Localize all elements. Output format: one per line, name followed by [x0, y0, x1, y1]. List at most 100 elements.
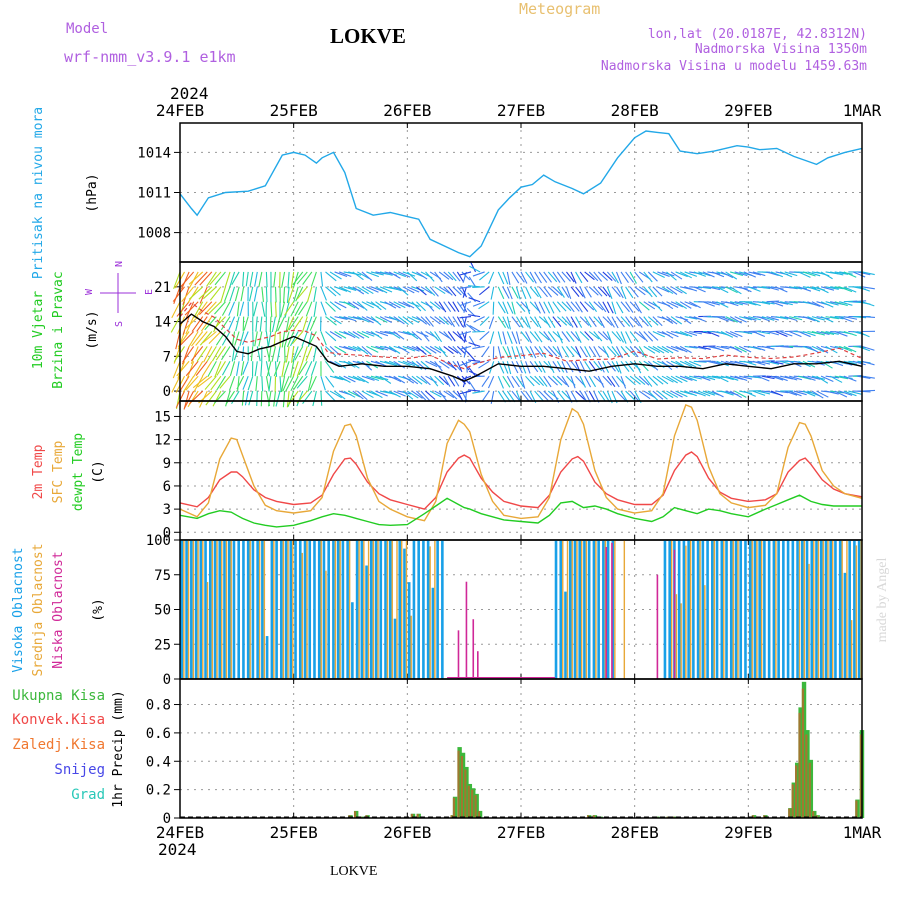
- wind-barb: [420, 390, 431, 401]
- wind-barb: [434, 375, 445, 386]
- wind-barb: [529, 346, 537, 359]
- wind-barb: [538, 375, 548, 387]
- wind-barb: [761, 375, 775, 380]
- wind-barb: [579, 271, 589, 283]
- wind-barb: [479, 286, 490, 296]
- cloud-bar-mid: [292, 540, 294, 679]
- wind-barb: [468, 380, 476, 392]
- wind-barb: [379, 375, 392, 384]
- cloud-bar-high: [583, 540, 586, 679]
- wind-legend-w: W: [84, 288, 95, 295]
- wind-barb: [811, 330, 825, 336]
- wind-barb: [215, 331, 226, 346]
- cloud-bar-mid: [405, 540, 408, 679]
- wind-barb: [502, 271, 509, 285]
- wind-barb: [579, 286, 586, 299]
- wind-barb: [288, 316, 299, 331]
- wind-barb: [770, 301, 784, 307]
- wind-barb: [606, 271, 617, 282]
- cloud-bar-mid: [372, 540, 375, 679]
- wind-barb: [725, 286, 738, 294]
- wind-barb: [625, 331, 633, 344]
- wind-barb: [852, 300, 867, 303]
- wind-barb: [529, 331, 539, 342]
- wind-barb: [221, 301, 231, 316]
- wind-barb: [675, 390, 688, 398]
- cloud-bar-high: [303, 540, 307, 679]
- wind-barb: [452, 286, 462, 296]
- cloud-bar-mid: [273, 540, 275, 679]
- wind-barb: [611, 271, 619, 284]
- cloud-bar-high: [554, 540, 558, 679]
- wind-barb: [255, 316, 258, 332]
- wind-barb: [579, 375, 586, 388]
- wind-barb: [296, 390, 304, 407]
- cloud-bar-mid: [576, 540, 578, 679]
- wind-barb: [294, 346, 304, 361]
- cloud-bar-high: [796, 540, 799, 679]
- wind-barb: [347, 390, 361, 398]
- wind-barb: [189, 390, 204, 405]
- cloud-bar-high: [606, 540, 610, 679]
- wind-barb: [616, 331, 625, 343]
- wind-barb: [511, 331, 518, 344]
- wind-barb: [393, 286, 407, 292]
- wind-barb: [648, 345, 661, 354]
- wind-barb: [634, 361, 642, 374]
- wind-barb: [438, 331, 450, 339]
- wind-barb: [857, 330, 870, 338]
- wind-barb: [593, 316, 603, 327]
- wind-barb: [302, 346, 308, 362]
- wind-barb: [520, 331, 530, 342]
- wind-barb: [757, 286, 771, 290]
- wind-barb: [602, 375, 613, 386]
- precip-bar-conv: [788, 808, 791, 818]
- cloud-bar-mid: [202, 540, 204, 679]
- wind-barb: [707, 360, 721, 365]
- wind-barb: [379, 330, 393, 335]
- cloud-bar-high: [388, 540, 392, 679]
- wind-barb: [625, 316, 634, 328]
- wind-barb: [611, 375, 620, 388]
- wind-barb: [459, 390, 472, 395]
- wind-barb: [529, 301, 540, 312]
- wind-barb: [388, 271, 401, 279]
- cloud-bar-mid: [230, 540, 232, 679]
- wind-barb: [534, 286, 542, 299]
- y-tick-label: 3: [163, 502, 171, 518]
- wind-barb: [597, 316, 605, 328]
- wind-barb: [286, 316, 295, 333]
- wind-barb: [739, 286, 752, 293]
- wind-barb: [611, 301, 617, 315]
- wind-barb: [393, 301, 406, 309]
- wind-barb: [588, 301, 598, 313]
- wind-barb: [416, 345, 427, 356]
- wind-panel: 0 7 14 21: [154, 261, 876, 410]
- wind-barb: [488, 271, 495, 285]
- wind-barb: [575, 390, 586, 401]
- wind-barb: [515, 316, 524, 329]
- wind-barb: [472, 390, 485, 394]
- wind-barb: [606, 331, 613, 344]
- cloud-bar-high: [360, 540, 364, 679]
- wind-barb: [570, 286, 580, 297]
- wind-barb: [716, 360, 729, 367]
- precip-bar-conv: [592, 815, 595, 818]
- top-time-labels: 24FEB 25FEB 26FEB 27FEB 28FEB 29FEB 1MAR: [156, 101, 882, 120]
- cloud-bar-mid: [675, 594, 678, 679]
- cloud-bar-high: [336, 540, 340, 679]
- wind-barb: [443, 271, 454, 281]
- wind-barb: [233, 346, 240, 361]
- wind-barb: [825, 286, 839, 290]
- wind-barb: [625, 345, 636, 356]
- wind-barb: [611, 331, 622, 342]
- cloud-bar-high: [696, 540, 700, 679]
- wind-barb: [245, 271, 249, 287]
- wind-barb: [629, 331, 639, 343]
- wind-barb: [852, 271, 866, 278]
- wind-barb: [602, 331, 612, 342]
- cloud-bar-high: [843, 572, 847, 679]
- wind-title-2: Brzina i Pravac: [51, 271, 66, 388]
- wind-barb: [670, 390, 683, 398]
- wind-barb: [261, 376, 264, 392]
